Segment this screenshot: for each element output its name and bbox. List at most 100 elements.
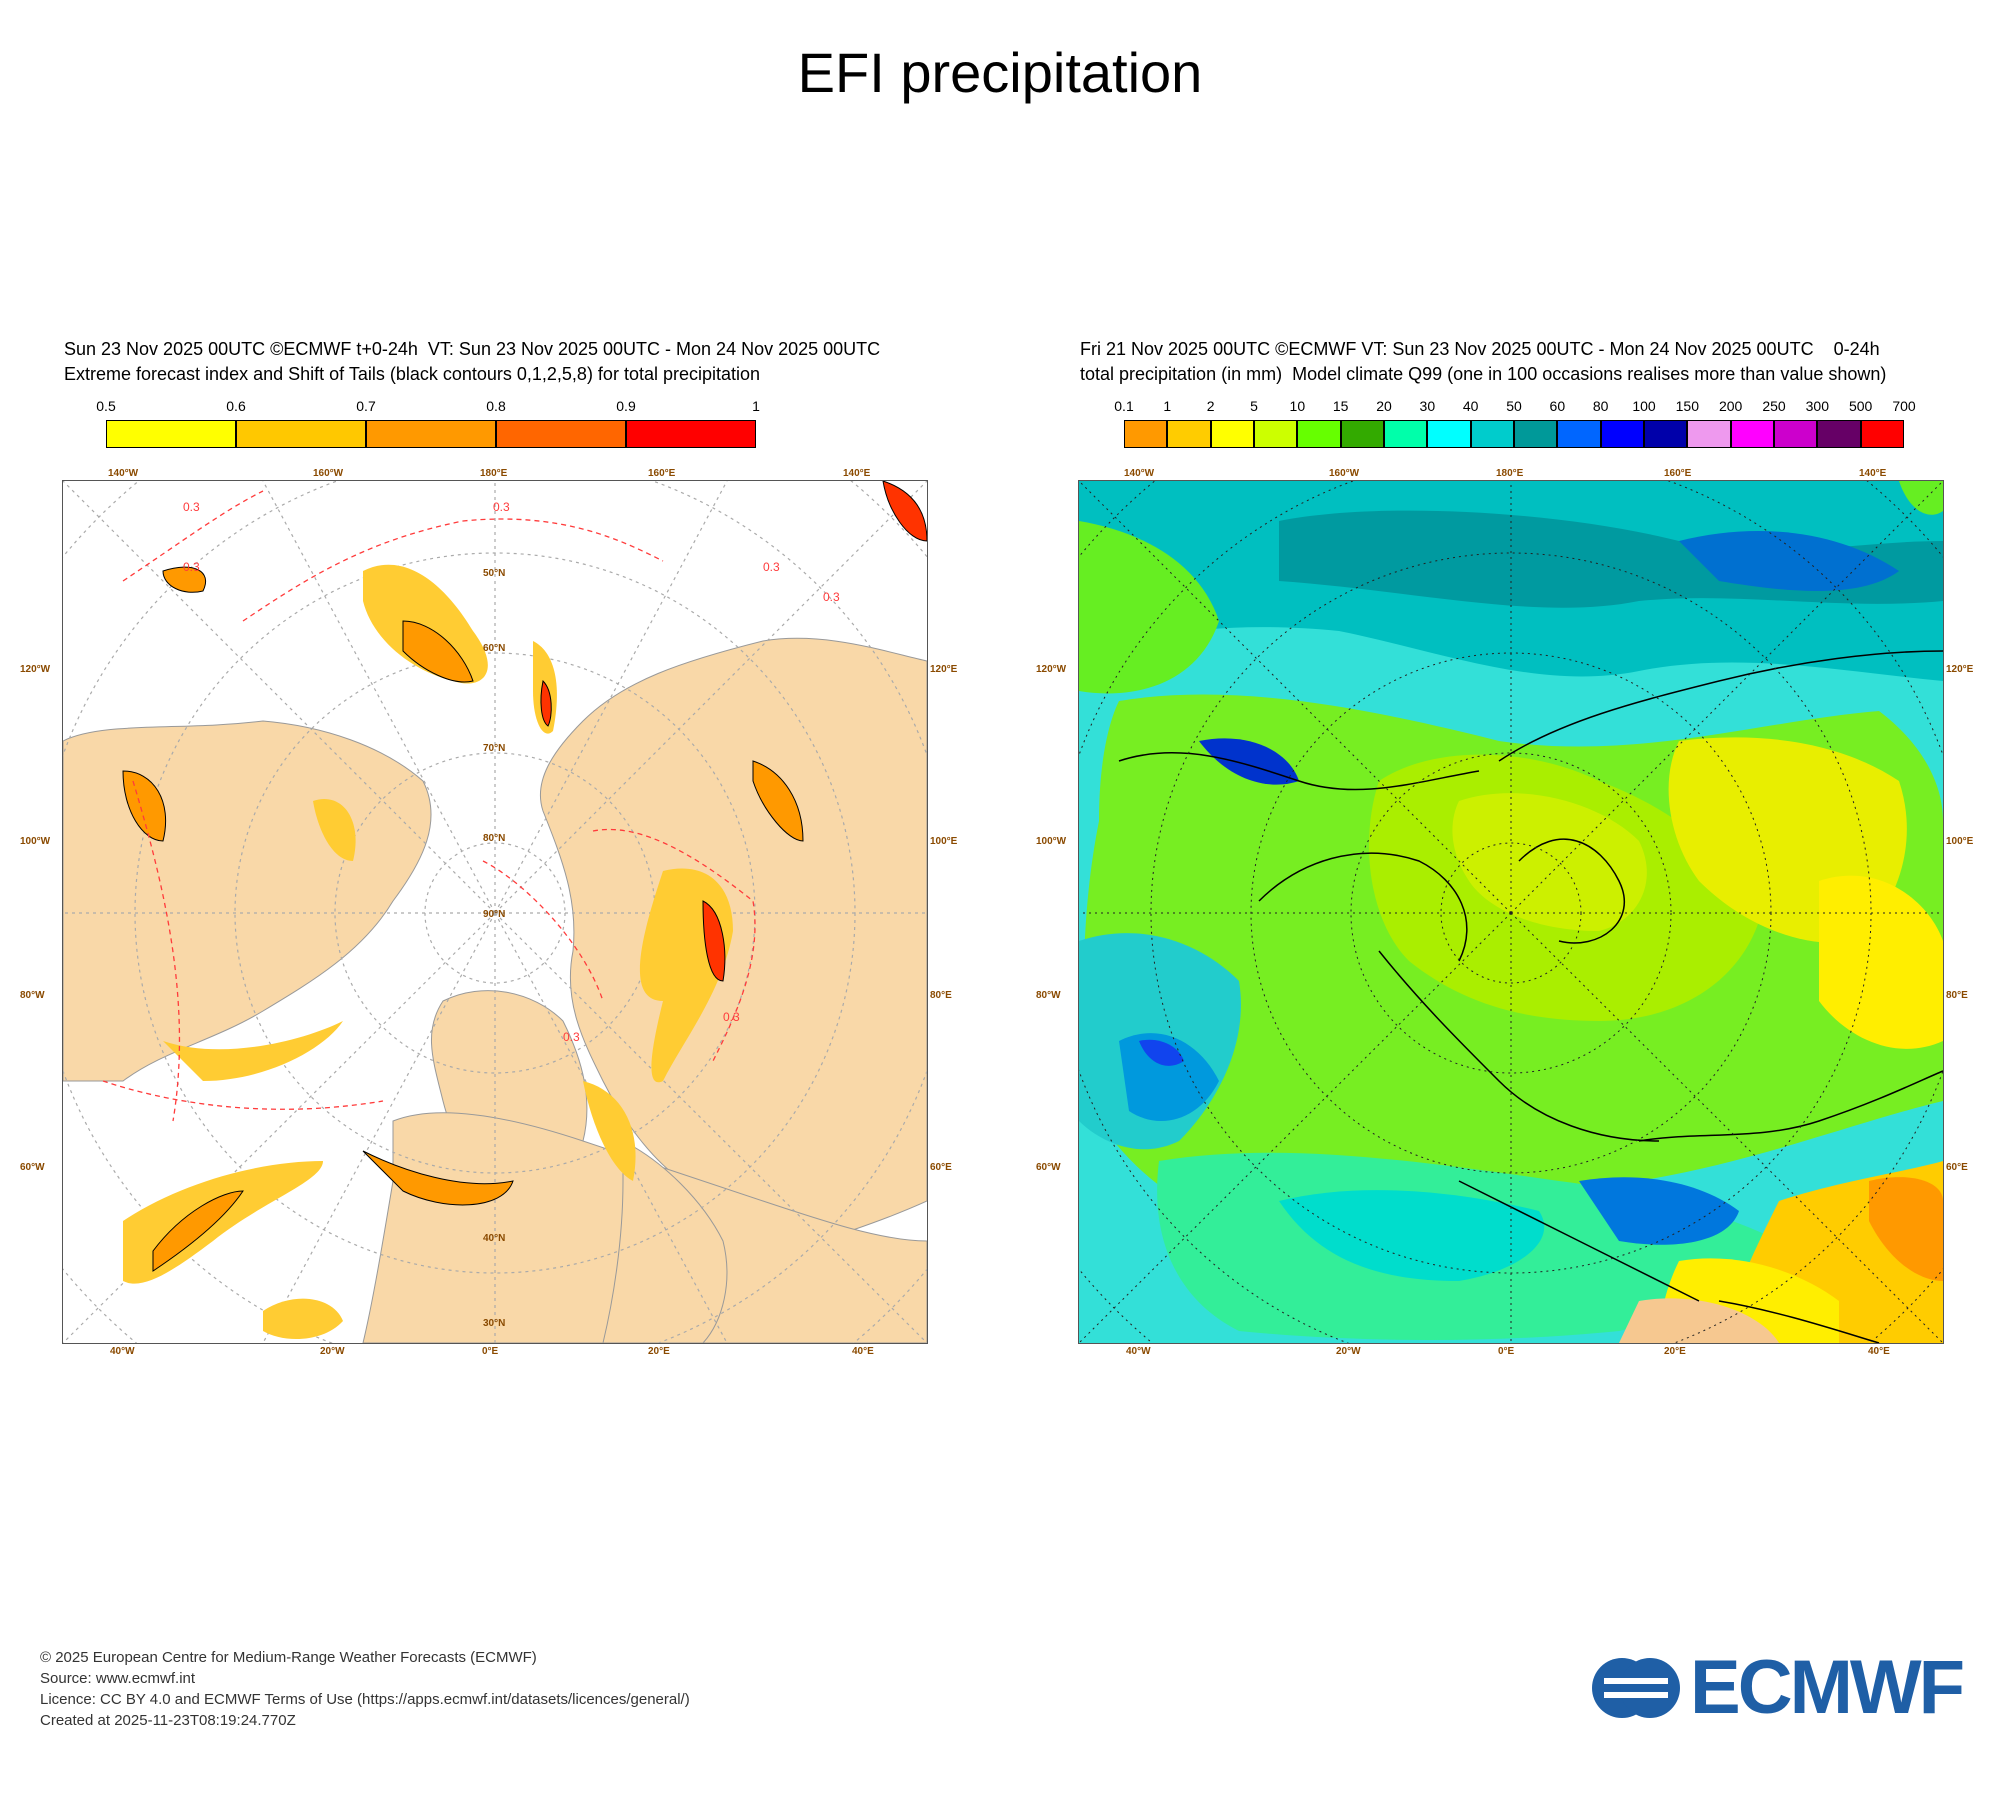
right-colorbar: 0.1 1 2 5 10 15 20 30 40 50 60 80 100 150 200 250 300 500… — [1100, 398, 1920, 454]
left-colorbar-swatch — [496, 420, 626, 448]
right-precip-fields — [1079, 481, 1943, 1343]
left-lat-label-right: 100°E — [930, 836, 958, 847]
right-header-line1: Fri 21 Nov 2025 00UTC ©ECMWF VT: Sun 23 … — [1080, 339, 1880, 359]
right-lat-label-right: 100°E — [1946, 836, 1974, 847]
right-colorbar-label: 40 — [1462, 398, 1479, 414]
left-lon-label-top: 160°W — [313, 468, 344, 479]
right-colorbar-label: 20 — [1376, 398, 1392, 414]
left-land — [63, 637, 927, 1343]
contour-label: 0.3 — [493, 500, 510, 514]
right-lat-label-left: 60°W — [1036, 1162, 1061, 1173]
right-lon-label-top: 140°W — [1124, 468, 1155, 479]
right-lon-label-bottom: 40°W — [1126, 1346, 1151, 1357]
left-lon-label-bottom: 40°W — [110, 1346, 135, 1357]
right-colorbar-swatch — [1124, 420, 1168, 448]
footer-created: Created at 2025-11-23T08:19:24.770Z — [40, 1712, 296, 1729]
right-colorbar-swatch — [1600, 420, 1644, 448]
right-colorbar-label: 60 — [1549, 398, 1566, 414]
left-lat-label-left: 80°W — [20, 990, 45, 1001]
right-lon-label-top: 160°W — [1329, 468, 1360, 479]
left-lon-label-bottom: 20°E — [648, 1346, 670, 1357]
right-lat-label-right: 80°E — [1946, 990, 1968, 1001]
right-colorbar-swatch — [1557, 420, 1601, 448]
left-header-line2: Extreme forecast index and Shift of Tail… — [64, 364, 761, 384]
contour-label: 0.3 — [183, 560, 200, 574]
right-colorbar-label: 30 — [1419, 398, 1436, 414]
ecmwf-logo-mark — [1592, 1658, 1680, 1718]
contour-label: 0.3 — [563, 1030, 580, 1044]
right-colorbar-label: 150 — [1675, 398, 1700, 414]
right-lon-label-bottom: 20°E — [1664, 1346, 1686, 1357]
right-colorbar-swatch — [1167, 420, 1211, 448]
left-colorbar: 0.5 0.6 0.7 0.8 0.9 1 — [80, 398, 780, 454]
left-inner-lat-labels: 90°N 80°N 70°N 60°N 50°N 40°N 30°N — [483, 568, 505, 1329]
right-colorbar-label: 200 — [1718, 398, 1743, 414]
ecmwf-logo-text: ECMWF — [1690, 1645, 1965, 1730]
right-colorbar-swatch — [1340, 420, 1384, 448]
lat-label-80n: 80°N — [483, 833, 505, 844]
right-colorbar-label: 500 — [1848, 398, 1873, 414]
footer-source: Source: www.ecmwf.int — [40, 1670, 196, 1687]
contour-label: 0.3 — [823, 590, 840, 604]
left-colorbar-swatch — [626, 420, 756, 448]
left-map-svg: 0.3 0.3 0.3 0.3 0.3 0.3 0.3 90°N 80°N 70… — [63, 481, 927, 1343]
right-colorbar-swatch — [1774, 420, 1818, 448]
right-colorbar-label: 1 — [1163, 398, 1172, 414]
contour-label: 0.3 — [183, 500, 200, 514]
left-lat-label-left: 100°W — [20, 836, 51, 847]
left-lon-label-bottom: 20°W — [320, 1346, 345, 1357]
right-colorbar-swatch — [1470, 420, 1514, 448]
right-lat-label-right: 120°E — [1946, 664, 1974, 675]
lat-label-30n: 30°N — [483, 1318, 505, 1329]
right-colorbar-label: 100 — [1632, 398, 1656, 414]
lat-label-90n: 90°N — [483, 909, 505, 920]
lat-label-50n: 50°N — [483, 568, 505, 579]
footer-copyright: © 2025 European Centre for Medium-Range … — [40, 1649, 537, 1666]
right-colorbar-swatch — [1384, 420, 1428, 448]
right-map — [1078, 480, 1944, 1344]
main-title: EFI precipitation — [797, 41, 1203, 104]
left-colorbar-label: 0.8 — [486, 398, 506, 414]
right-coastlines — [1118, 650, 1943, 1343]
left-lat-label-left: 60°W — [20, 1162, 45, 1173]
right-graticule — [1079, 481, 1943, 1343]
left-lon-label-top: 180°E — [480, 468, 508, 479]
right-header-line2: total precipitation (in mm) Model climat… — [1080, 364, 1887, 384]
left-colorbar-swatch — [106, 420, 236, 448]
right-colorbar-swatch — [1254, 420, 1298, 448]
right-colorbar-label: 80 — [1592, 398, 1609, 414]
right-lat-label-left: 100°W — [1036, 836, 1067, 847]
right-lon-label-top: 140°E — [1859, 468, 1887, 479]
right-colorbar-swatch — [1860, 420, 1904, 448]
left-efi-contours — [102, 490, 756, 1122]
right-map-svg — [1079, 481, 1943, 1343]
right-colorbar-label: 5 — [1250, 398, 1258, 414]
right-lon-label-top: 160°E — [1664, 468, 1692, 479]
right-colorbar-swatch — [1210, 420, 1254, 448]
right-lon-label-bottom: 20°W — [1336, 1346, 1361, 1357]
right-colorbar-label: 250 — [1762, 398, 1786, 414]
right-colorbar-swatch — [1730, 420, 1774, 448]
right-lat-label-left: 120°W — [1036, 664, 1067, 675]
left-lat-label-right: 120°E — [930, 664, 958, 675]
left-lon-label-bottom: 40°E — [852, 1346, 874, 1357]
right-colorbar-swatch — [1644, 420, 1688, 448]
right-lon-label-bottom: 0°E — [1498, 1346, 1515, 1357]
right-lon-label-bottom: 40°E — [1868, 1346, 1890, 1357]
right-lat-label-right: 60°E — [1946, 1162, 1968, 1173]
ecmwf-logo: ECMWF — [1590, 1645, 1970, 1730]
right-colorbar-label: 15 — [1332, 398, 1349, 414]
left-lat-label-right: 60°E — [930, 1162, 952, 1173]
right-colorbar-label: 0.1 — [1114, 398, 1134, 414]
contour-label: 0.3 — [763, 560, 780, 574]
left-lat-label-left: 120°W — [20, 664, 51, 675]
left-lat-label-right: 80°E — [930, 990, 952, 1001]
lat-label-40n: 40°N — [483, 1233, 505, 1244]
left-lon-label-bottom: 0°E — [482, 1346, 499, 1357]
lat-label-70n: 70°N — [483, 743, 505, 754]
right-colorbar-label: 300 — [1805, 398, 1830, 414]
right-lat-label-left: 80°W — [1036, 990, 1061, 1001]
left-lon-label-top: 140°W — [108, 468, 139, 479]
right-colorbar-swatch — [1817, 420, 1861, 448]
contour-label: 0.3 — [723, 1010, 740, 1024]
